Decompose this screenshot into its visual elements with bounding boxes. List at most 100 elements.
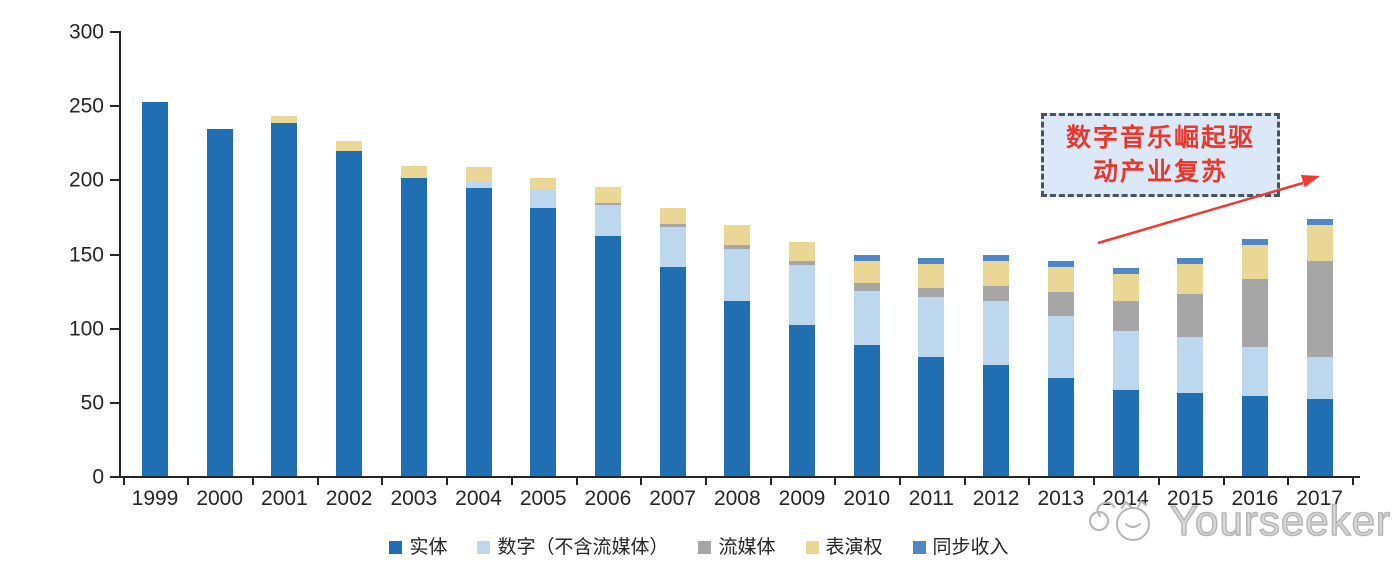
bar-2008-physical	[724, 300, 751, 476]
y-tick	[110, 327, 119, 330]
legend-label: 数字（不含流媒体）	[497, 537, 669, 558]
y-tick	[110, 476, 119, 478]
bar-2009-digital-excl-streaming	[789, 265, 815, 325]
x-category-label: 2000	[196, 487, 244, 510]
bar-2004-performance-rights	[465, 167, 492, 183]
bar-2011-digital-excl-streaming	[918, 296, 945, 358]
y-tick-label: 150	[68, 243, 104, 266]
bar-2006-performance-rights	[594, 186, 621, 204]
bar-2015-streaming	[1177, 293, 1204, 337]
bar-2013-streaming	[1047, 292, 1074, 316]
x-tick	[834, 478, 837, 485]
bar-1999-physical	[142, 102, 168, 476]
legend-label: 实体	[409, 537, 448, 558]
x-category-label: 2006	[584, 487, 632, 510]
y-tick-label: 300	[68, 20, 104, 44]
bar-2009-streaming	[789, 260, 815, 266]
bar-2017-physical	[1306, 398, 1333, 476]
x-category-label: 2004	[455, 487, 502, 510]
x-category-label: 2001	[261, 487, 308, 510]
x-tick	[510, 478, 513, 485]
bar-2015-physical	[1177, 392, 1204, 476]
legend-swatch	[389, 541, 403, 554]
bar-2010-physical	[853, 345, 880, 476]
bar-2005-physical	[530, 207, 557, 476]
bar-2011-physical	[918, 357, 945, 476]
x-category-label: 2005	[519, 487, 567, 510]
y-tick	[110, 105, 119, 108]
x-tick	[963, 478, 966, 485]
annotation-callout: 数字音乐崛起驱 动产业复苏	[1041, 113, 1280, 197]
x-tick	[575, 478, 578, 485]
x-tick	[1287, 478, 1290, 485]
bar-2014-sync-revenue	[1112, 268, 1139, 275]
x-tick	[252, 478, 255, 485]
y-tick-label: 200	[68, 168, 104, 192]
watermark: Yourseeker	[1086, 494, 1391, 548]
bar-2008-performance-rights	[724, 225, 751, 245]
x-tick	[446, 478, 449, 485]
bar-2004-physical	[465, 188, 492, 476]
watermark-text: Yourseeker	[1169, 497, 1391, 544]
bar-2003-physical	[400, 177, 427, 476]
bar-2015-performance-rights	[1177, 263, 1204, 294]
bar-2004-digital-excl-streaming	[465, 182, 492, 189]
legend-label: 流媒体	[718, 537, 776, 558]
bar-2002-performance-rights	[336, 140, 363, 152]
legend-swatch	[477, 541, 491, 554]
bar-2012-streaming	[983, 286, 1010, 301]
bar-2009-performance-rights	[789, 241, 815, 261]
legend-label: 表演权	[825, 537, 883, 558]
x-category-label: 1999	[131, 487, 179, 510]
bar-2013-sync-revenue	[1047, 260, 1074, 267]
bar-2006-streaming	[594, 203, 621, 205]
bar-2006-digital-excl-streaming	[594, 204, 621, 236]
bar-2008-streaming	[724, 244, 751, 250]
bar-2012-sync-revenue	[983, 254, 1010, 261]
bar-2017-sync-revenue	[1306, 219, 1333, 226]
y-tick	[110, 179, 119, 182]
annotation-line2: 动产业复苏	[1092, 158, 1228, 186]
y-axis	[119, 31, 121, 478]
bar-2007-digital-excl-streaming	[659, 226, 686, 267]
x-category-label: 2009	[778, 487, 826, 510]
x-category-label: 2016	[1231, 487, 1279, 510]
bar-2014-physical	[1112, 389, 1139, 476]
y-tick	[110, 401, 119, 404]
x-tick	[1351, 478, 1354, 485]
x-tick	[1028, 478, 1031, 485]
legend-swatch	[698, 541, 712, 554]
x-tick	[381, 478, 384, 485]
legend-swatch	[912, 541, 926, 554]
bar-2001-performance-rights	[271, 115, 298, 123]
bar-2011-sync-revenue	[918, 257, 945, 264]
x-axis	[119, 476, 1360, 478]
bar-2014-digital-excl-streaming	[1112, 330, 1139, 390]
y-tick-label: 0	[92, 465, 104, 489]
bar-2016-digital-excl-streaming	[1241, 346, 1268, 396]
legend-item-sync-revenue: 同步收入	[912, 538, 1009, 557]
bar-2017-streaming	[1306, 260, 1333, 358]
bar-2005-performance-rights	[530, 177, 557, 190]
x-tick	[1222, 478, 1225, 485]
bar-2017-performance-rights	[1306, 225, 1333, 261]
x-tick	[316, 478, 319, 485]
x-tick	[640, 478, 643, 485]
bar-2017-digital-excl-streaming	[1306, 357, 1333, 399]
chart-legend: 实体 数字（不含流媒体） 流媒体 表演权 同步收入	[0, 538, 1398, 557]
x-category-label: 2008	[713, 487, 761, 510]
bar-2002-physical	[336, 151, 363, 476]
bar-2016-streaming	[1241, 278, 1268, 347]
bar-2013-performance-rights	[1047, 266, 1074, 293]
x-category-label: 2002	[325, 487, 373, 510]
x-category-label: 2015	[1166, 487, 1214, 510]
bar-2016-physical	[1241, 395, 1268, 476]
bar-2013-physical	[1047, 378, 1074, 476]
x-tick	[187, 478, 190, 485]
x-category-label: 2003	[390, 487, 438, 510]
y-tick-label: 250	[68, 94, 104, 118]
x-tick	[1093, 478, 1096, 485]
bar-2010-performance-rights	[853, 260, 880, 284]
bar-2009-physical	[789, 324, 815, 476]
y-tick	[110, 253, 119, 256]
